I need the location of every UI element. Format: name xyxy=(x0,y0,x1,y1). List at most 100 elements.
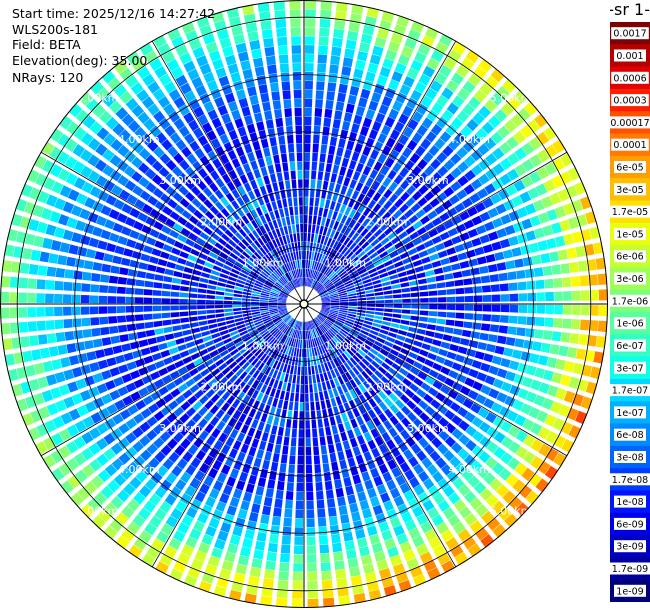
range-gate-cell xyxy=(282,264,288,273)
range-gate-cell xyxy=(331,46,342,57)
range-gate-cell xyxy=(437,499,451,512)
range-gate-cell xyxy=(164,545,178,559)
range-gate-cell xyxy=(459,385,471,396)
range-gate-cell xyxy=(297,455,304,465)
range-gate-cell xyxy=(264,233,271,242)
range-gate-cell xyxy=(95,349,106,359)
colorbar-label: 1.7e-07 xyxy=(612,386,648,397)
range-gate-cell xyxy=(141,553,156,567)
range-gate-cell xyxy=(91,273,101,282)
range-gate-cell xyxy=(178,172,189,184)
range-gate-cell xyxy=(282,313,290,320)
range-gate-cell xyxy=(295,330,299,339)
range-gate-cell xyxy=(352,354,361,363)
range-gate-cell xyxy=(118,189,131,201)
range-gate-cell xyxy=(343,112,353,123)
range-gate-cell xyxy=(203,175,214,186)
range-gate-cell xyxy=(152,313,162,320)
range-gate-cell xyxy=(379,349,389,357)
range-gate-cell xyxy=(259,11,271,22)
range-gate-cell xyxy=(387,332,397,338)
range-gate-cell xyxy=(374,291,384,296)
range-gate-cell xyxy=(436,373,447,383)
range-gate-cell xyxy=(323,390,329,400)
range-gate-cell xyxy=(357,297,367,301)
range-gate-cell xyxy=(417,158,428,170)
range-gate-cell xyxy=(90,317,100,326)
range-gate-cell xyxy=(499,157,512,171)
range-gate-cell xyxy=(400,191,410,202)
range-gate-cell xyxy=(329,272,337,280)
range-gate-cell xyxy=(444,409,456,421)
range-gate-cell xyxy=(143,297,153,304)
range-gate-cell xyxy=(286,327,292,336)
range-gate-cell xyxy=(219,492,230,504)
range-gate-cell xyxy=(403,490,415,502)
range-gate-cell xyxy=(143,118,156,131)
range-gate-cell xyxy=(221,113,232,124)
range-gate-cell xyxy=(152,305,162,312)
range-gate-cell xyxy=(192,373,203,383)
range-gate-cell xyxy=(125,314,135,322)
range-gate-cell xyxy=(366,300,376,304)
range-gate-cell xyxy=(108,275,119,284)
range-gate-cell xyxy=(196,378,207,388)
range-gate-cell xyxy=(416,355,426,364)
range-gate-cell xyxy=(237,343,246,351)
range-gate-cell xyxy=(136,270,147,279)
range-gate-cell xyxy=(360,88,371,100)
range-gate-cell xyxy=(228,101,239,112)
range-gate-cell xyxy=(211,332,221,339)
range-gate-cell xyxy=(318,325,325,334)
range-gate-cell xyxy=(496,85,510,100)
range-gate-cell xyxy=(536,292,545,302)
range-gate-cell xyxy=(480,384,492,395)
range-gate-cell xyxy=(381,11,395,23)
range-gate-cell xyxy=(261,290,270,295)
range-gate-cell xyxy=(199,394,209,405)
range-gate-cell xyxy=(304,107,312,117)
range-gate-cell xyxy=(197,512,209,524)
range-gate-cell xyxy=(318,526,328,536)
range-gate-cell xyxy=(553,452,567,467)
range-gate-cell xyxy=(439,131,452,143)
range-gate-cell xyxy=(259,225,267,235)
range-gate-cell xyxy=(259,304,269,307)
range-gate-cell xyxy=(9,307,19,319)
range-gate-cell xyxy=(410,443,422,455)
range-gate-cell xyxy=(349,331,358,338)
range-gate-cell xyxy=(161,298,170,304)
range-gate-cell xyxy=(440,529,454,542)
range-gate-cell xyxy=(358,462,368,473)
range-gate-cell xyxy=(429,197,440,208)
range-gate-cell xyxy=(354,482,364,493)
range-gate-cell xyxy=(269,534,279,544)
range-gate-cell xyxy=(37,376,49,389)
range-gate-cell xyxy=(244,435,253,446)
range-gate-cell xyxy=(306,268,310,278)
range-gate-cell xyxy=(245,364,254,373)
range-gate-cell xyxy=(341,352,349,361)
range-gate-cell xyxy=(239,471,249,482)
range-gate-cell xyxy=(172,530,186,543)
colorbar-label-bg xyxy=(614,272,646,285)
range-gate-cell xyxy=(438,348,448,357)
range-gate-cell xyxy=(418,250,429,258)
range-gate-cell xyxy=(432,362,443,372)
range-gate-cell xyxy=(523,339,534,350)
range-gate-cell xyxy=(199,483,210,495)
range-gate-cell xyxy=(162,319,172,326)
range-ring-label: 3.00km xyxy=(159,422,201,435)
range-gate-cell xyxy=(474,246,485,256)
range-gate-cell xyxy=(364,479,374,490)
range-gate-cell xyxy=(344,337,353,346)
range-gate-cell xyxy=(254,66,265,77)
range-gate-cell xyxy=(243,374,252,383)
range-gate-cell xyxy=(544,278,554,289)
range-gate-cell xyxy=(267,231,275,241)
range-gate-cell xyxy=(340,214,348,224)
range-gate-cell xyxy=(340,514,350,524)
range-gate-cell xyxy=(331,250,338,259)
range-gate-cell xyxy=(426,246,437,255)
range-gate-cell xyxy=(266,415,274,425)
